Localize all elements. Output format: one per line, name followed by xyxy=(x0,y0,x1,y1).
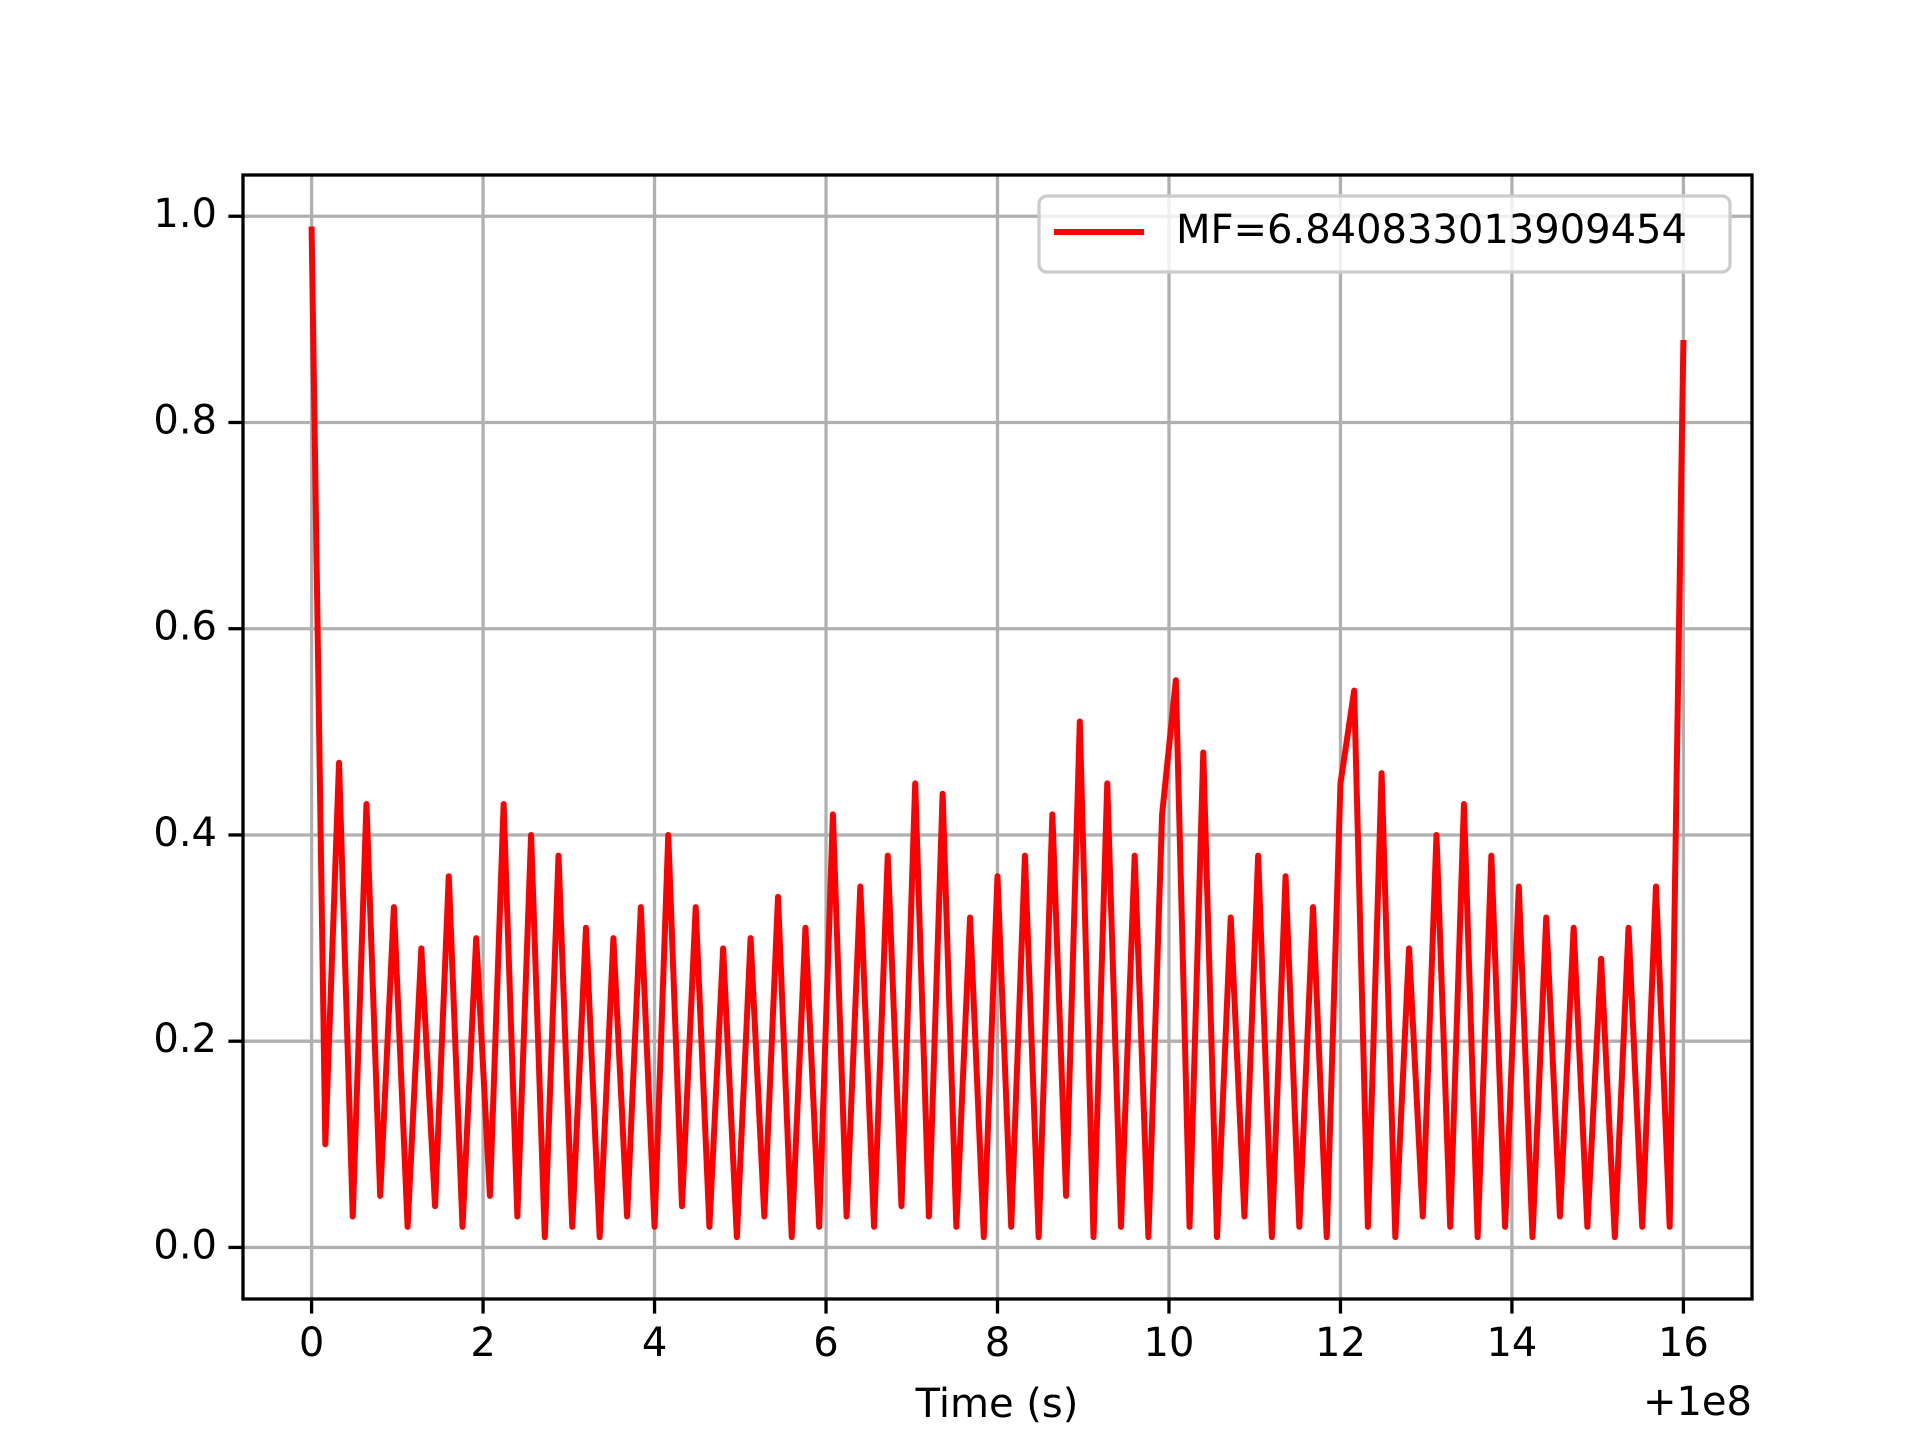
x-offset-text: +1e8 xyxy=(1643,1379,1752,1425)
data-line xyxy=(308,226,1687,1241)
y-tick-label: 0.8 xyxy=(153,397,217,443)
y-tick-label: 1.0 xyxy=(153,191,217,237)
legend-box xyxy=(1037,194,1732,274)
x-axis-label: Time (s) xyxy=(915,1381,1079,1427)
x-tick-label: 12 xyxy=(1315,1320,1366,1366)
x-tick-label: 16 xyxy=(1658,1320,1709,1366)
x-tick-label: 2 xyxy=(470,1320,495,1366)
x-tick-label: 14 xyxy=(1486,1320,1537,1366)
y-tick-label: 0.2 xyxy=(153,1016,217,1062)
x-tick-label: 10 xyxy=(1144,1320,1195,1366)
x-tick-label: 0 xyxy=(299,1320,324,1366)
y-tick-label: 0.4 xyxy=(153,810,217,856)
y-tick-label: 0.0 xyxy=(153,1222,217,1268)
x-tick-label: 6 xyxy=(813,1320,838,1366)
x-tick-label: 8 xyxy=(985,1320,1010,1366)
legend-label: MF=6.840833013909454 xyxy=(1176,207,1687,253)
axes-frame xyxy=(241,173,1754,1301)
y-tick-label: 0.6 xyxy=(153,604,217,650)
x-tick-label: 4 xyxy=(642,1320,667,1366)
